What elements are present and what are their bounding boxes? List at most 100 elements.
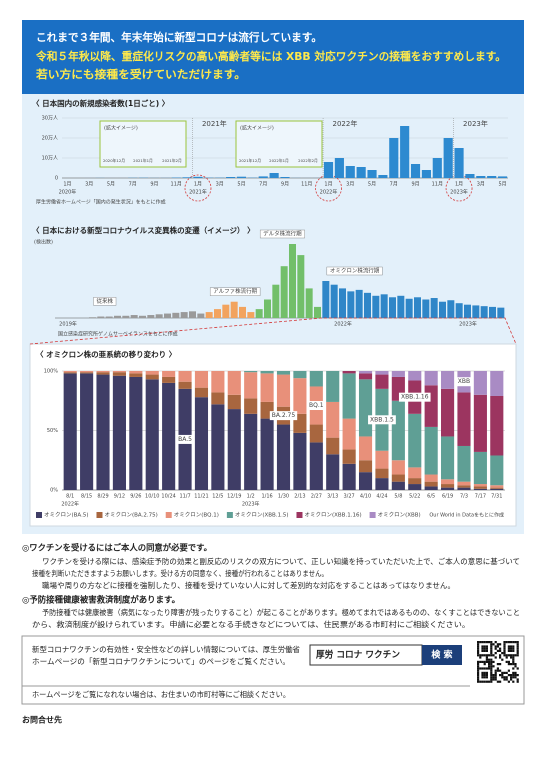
bar (197, 313, 205, 318)
qr-module (490, 654, 493, 657)
bar-segment (441, 436, 455, 480)
qr-module (485, 649, 488, 652)
bar-segment (424, 481, 438, 487)
qr-module (510, 676, 513, 679)
qr-module (501, 676, 504, 679)
bar-segment (358, 371, 373, 374)
bar-segment (375, 374, 389, 389)
qr-module (501, 671, 504, 674)
note-line: 予防接種では健康被害（病気になったり障害が残ったりすること）が起こることがありま… (42, 607, 520, 617)
bar (405, 298, 413, 318)
bar-segment (473, 484, 487, 487)
bar-segment (293, 378, 307, 414)
qr-module (477, 674, 480, 677)
bar-segment (441, 388, 455, 437)
x-tick-label: 2022年 (334, 321, 352, 328)
bar (489, 306, 496, 318)
legend-swatch (296, 512, 303, 518)
qr-module (481, 674, 484, 677)
bar-segment (293, 432, 307, 490)
segment-label-box (176, 434, 194, 444)
qr-module (503, 645, 506, 648)
bar-segment (96, 372, 110, 375)
segment-label: XBB (458, 378, 470, 385)
qr-module (477, 654, 480, 657)
qr-module (477, 669, 480, 672)
note-line: ワクチンを受ける際には、感染症予防の効果と副反応のリスクの双方について、正しい知… (42, 556, 520, 566)
bar-segment (293, 371, 307, 379)
qr-module (512, 658, 515, 661)
qr-module (512, 641, 515, 644)
bar-segment (408, 371, 422, 381)
qr-module (490, 676, 493, 679)
qr-module (490, 652, 493, 655)
qr-module (516, 645, 519, 648)
bar (454, 148, 464, 178)
qr-module (488, 667, 491, 670)
bar (297, 255, 305, 318)
bar (264, 299, 271, 318)
legend-swatch (165, 512, 172, 518)
qr-module (512, 656, 515, 659)
x-tick-label: 9/12 (114, 494, 125, 500)
header-band (22, 20, 524, 94)
bar-segment (408, 467, 422, 479)
qr-module (503, 678, 506, 681)
series-label: 従来株 (97, 297, 114, 305)
qr-module (485, 645, 488, 648)
note-line: 職場や周りの方などに接種を強制したり、接種を受けていない人に対して差別的な対応を… (42, 580, 455, 590)
bar-segment (260, 371, 274, 374)
bar (455, 303, 463, 318)
qr-module (512, 667, 515, 670)
x-tick-label: 7/17 (475, 494, 486, 500)
qr-module (496, 645, 499, 648)
qr-module (516, 641, 519, 644)
segment-label-box (269, 411, 298, 421)
qr-module (485, 654, 488, 657)
qr-code[interactable] (476, 640, 520, 684)
bar-segment (129, 371, 143, 374)
bar (255, 309, 263, 318)
search-button[interactable] (422, 645, 462, 665)
bar (182, 177, 192, 178)
qr-module (505, 654, 508, 657)
qr-module (499, 643, 502, 646)
qr-module (507, 680, 510, 683)
qr-module (488, 654, 491, 657)
x-tick-label: 2/13 (294, 494, 305, 500)
qr-module (481, 649, 484, 652)
qr-module (481, 667, 484, 670)
bar (380, 294, 388, 318)
bar (472, 305, 480, 318)
bar-segment (375, 468, 389, 479)
bar-segment (96, 374, 110, 490)
qr-module (499, 674, 502, 677)
qr-module (483, 674, 486, 677)
legend-swatch (369, 512, 376, 518)
qr-module (477, 667, 480, 670)
qr-module (510, 663, 513, 666)
qr-module (488, 641, 491, 644)
series-label: オミクロン株流行期 (330, 267, 380, 275)
bar-segment (112, 375, 126, 490)
bar-segment (194, 371, 209, 388)
qr-module (512, 660, 515, 663)
x-tick-label: 6/5 (427, 494, 435, 500)
bar-segment (408, 484, 422, 490)
x-tick-label: 10/24 (161, 494, 175, 500)
series-label-box (209, 287, 261, 296)
bar-segment (112, 372, 126, 376)
qr-module (512, 663, 515, 666)
inset-label: 2021年2月 (162, 158, 182, 163)
qr-module (490, 667, 493, 670)
bar (422, 299, 430, 318)
qr-module (490, 649, 493, 652)
x-tick-label: 2023年 (459, 321, 477, 328)
x-tick-label: 3月 (216, 182, 224, 188)
qr-module (485, 667, 488, 670)
bar-segment (490, 485, 504, 488)
segment-label: XBB.1.5 (370, 416, 394, 423)
bar-segment (326, 454, 340, 490)
qr-module (481, 671, 484, 674)
qr-module (477, 652, 480, 655)
